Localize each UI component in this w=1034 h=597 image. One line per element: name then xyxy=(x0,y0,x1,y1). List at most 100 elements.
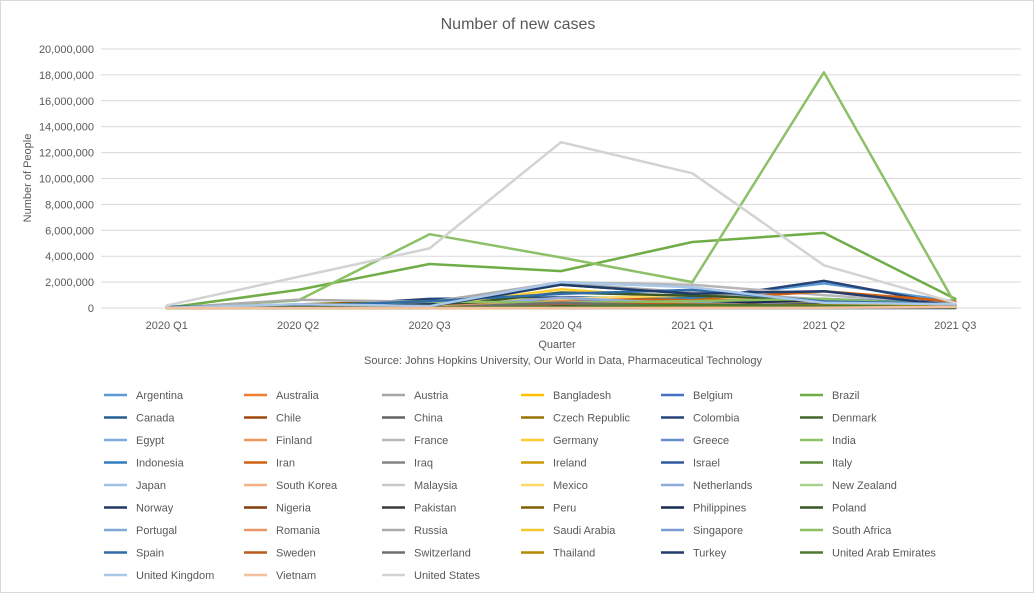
legend-entry: Indonesia xyxy=(104,458,185,470)
legend-entry: Brazil xyxy=(800,390,860,402)
x-axis-title: Quarter xyxy=(538,339,576,351)
legend-label: Switzerland xyxy=(414,548,471,560)
legend-label: Australia xyxy=(276,390,320,402)
legend-entry: France xyxy=(382,435,448,447)
legend-entry: Japan xyxy=(104,480,166,492)
legend-entry: Bangladesh xyxy=(521,390,611,402)
x-tick-label: 2020 Q3 xyxy=(408,320,450,332)
legend-label: Saudi Arabia xyxy=(553,525,616,537)
y-axis-tick-labels: 0 2,000,000 4,000,000 6,000,000 8,000,000 10,… xyxy=(39,44,94,315)
legend-label: Singapore xyxy=(693,525,743,537)
legend-label: Pakistan xyxy=(414,503,456,515)
x-tick-label: 2021 Q1 xyxy=(671,320,713,332)
y-axis-title: Number of People xyxy=(22,134,34,223)
legend-entry: United Kingdom xyxy=(104,570,214,582)
legend-entry: Switzerland xyxy=(382,548,471,560)
chart-title: Number of new cases xyxy=(441,16,596,33)
x-tick-label: 2020 Q2 xyxy=(277,320,319,332)
legend-label: Nigeria xyxy=(276,503,312,515)
y-tick-label: 10,000,000 xyxy=(39,174,94,186)
legend-label: India xyxy=(832,435,857,447)
legend-label: Finland xyxy=(276,435,312,447)
legend-entry: Russia xyxy=(382,525,449,537)
legend-entry: Portugal xyxy=(104,525,177,537)
series-line-india xyxy=(167,72,956,308)
series-line-vietnam xyxy=(167,307,956,308)
legend-label: Russia xyxy=(414,525,449,537)
y-tick-label: 4,000,000 xyxy=(45,251,94,263)
legend-label: Turkey xyxy=(693,548,727,560)
legend-label: New Zealand xyxy=(832,480,897,492)
legend-entry: Egypt xyxy=(104,435,164,447)
legend-entry: South Africa xyxy=(800,525,892,537)
y-tick-label: 12,000,000 xyxy=(39,148,94,160)
legend-entry: New Zealand xyxy=(800,480,897,492)
legend-entry: Italy xyxy=(800,458,853,470)
legend-label: Thailand xyxy=(553,548,595,560)
legend-entry: Mexico xyxy=(521,480,588,492)
legend-label: Austria xyxy=(414,390,449,402)
legend-label: Canada xyxy=(136,413,175,425)
legend-label: Brazil xyxy=(832,390,860,402)
y-tick-label: 6,000,000 xyxy=(45,225,94,237)
legend-label: Chile xyxy=(276,413,301,425)
legend-label: Mexico xyxy=(553,480,588,492)
legend-entry: Germany xyxy=(521,435,599,447)
legend-label: Portugal xyxy=(136,525,177,537)
x-tick-label: 2020 Q1 xyxy=(146,320,188,332)
y-tick-label: 18,000,000 xyxy=(39,70,94,82)
legend-label: Netherlands xyxy=(693,480,753,492)
legend-entry: Spain xyxy=(104,548,164,560)
y-tick-label: 0 xyxy=(88,303,94,315)
legend-label: Denmark xyxy=(832,413,877,425)
legend-entry: South Korea xyxy=(244,480,338,492)
legend-entry: Chile xyxy=(244,413,301,425)
legend-entry: Australia xyxy=(244,390,320,402)
legend-entry: Iraq xyxy=(382,458,433,470)
legend-label: United States xyxy=(414,570,481,582)
legend-entry: Colombia xyxy=(661,413,740,425)
legend-entry: Austria xyxy=(382,390,449,402)
legend-label: Indonesia xyxy=(136,458,185,470)
series-lines xyxy=(167,72,956,308)
legend-entry: United States xyxy=(382,570,481,582)
y-tick-label: 14,000,000 xyxy=(39,122,94,134)
legend-label: Spain xyxy=(136,548,164,560)
legend-label: Colombia xyxy=(693,413,740,425)
legend-label: Germany xyxy=(553,435,599,447)
y-tick-label: 16,000,000 xyxy=(39,96,94,108)
legend-entry: Vietnam xyxy=(244,570,316,582)
legend-entry: Nigeria xyxy=(244,503,312,515)
legend-entry: United Arab Emirates xyxy=(800,548,936,560)
x-tick-label: 2021 Q3 xyxy=(934,320,976,332)
legend-entry: Netherlands xyxy=(661,480,753,492)
legend-label: Belgium xyxy=(693,390,733,402)
legend-entry: Czech Republic xyxy=(521,413,631,425)
legend-label: Iran xyxy=(276,458,295,470)
legend-entry: Romania xyxy=(244,525,321,537)
legend-label: China xyxy=(414,413,444,425)
legend-label: France xyxy=(414,435,448,447)
legend-entry: Canada xyxy=(104,413,175,425)
legend-entry: Sweden xyxy=(244,548,316,560)
legend-entry: Israel xyxy=(661,458,720,470)
legend-entry: Belgium xyxy=(661,390,733,402)
legend-label: Japan xyxy=(136,480,166,492)
legend-entry: Thailand xyxy=(521,548,595,560)
legend-label: Egypt xyxy=(136,435,164,447)
y-tick-label: 2,000,000 xyxy=(45,277,94,289)
legend-label: Greece xyxy=(693,435,729,447)
legend-label: Czech Republic xyxy=(553,413,631,425)
source-note: Source: Johns Hopkins University, Our Wo… xyxy=(364,355,763,367)
legend-label: Norway xyxy=(136,503,174,515)
legend-label: Malaysia xyxy=(414,480,458,492)
legend-label: Romania xyxy=(276,525,321,537)
y-tick-label: 8,000,000 xyxy=(45,199,94,211)
legend-entry: Saudi Arabia xyxy=(521,525,616,537)
legend-entry: Pakistan xyxy=(382,503,456,515)
legend-label: Poland xyxy=(832,503,866,515)
